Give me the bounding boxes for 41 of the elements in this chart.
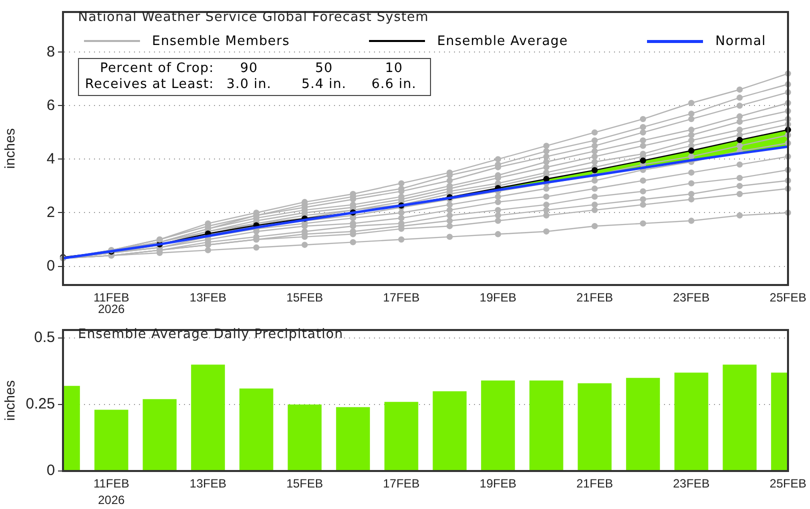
y-axis-title: inches — [1, 128, 18, 169]
x-tick-label: 17FEB — [382, 290, 420, 305]
x-tick-label: 21FEB — [576, 476, 614, 491]
annotation: Receives at Least: — [85, 77, 214, 93]
legend-label: Ensemble Members — [152, 34, 290, 48]
x-tick-label: 15FEB — [286, 290, 324, 305]
x-tick-label: 19FEB — [480, 476, 516, 491]
chart-title: National Weather Service Global Forecast System — [78, 10, 429, 25]
x-tick-label: 23FEB — [672, 290, 710, 305]
annotation: Percent of Crop: — [98, 61, 214, 77]
text: 2026 — [96, 493, 126, 507]
y-tick-label: 4 — [46, 150, 55, 168]
x-tick-label: 13FEB — [190, 290, 226, 305]
x-tick-label: 15FEB — [286, 476, 324, 491]
annotation: 50 — [314, 61, 334, 77]
y-tick-label: 8 — [46, 43, 55, 60]
x-tick-label: 19FEB — [480, 290, 516, 305]
y-tick-label: 6 — [46, 96, 55, 114]
x-tick-label: 17FEB — [382, 476, 420, 491]
x-tick-label: 21FEB — [576, 290, 614, 305]
text: 2026 — [96, 302, 126, 316]
x-tick-label: 11FEB — [93, 476, 130, 491]
annotation: 6.6 in. — [370, 77, 418, 93]
y-tick-label: 2 — [46, 204, 55, 221]
annotation: 90 — [239, 61, 259, 77]
annotation: 10 — [384, 61, 404, 77]
x-tick-label: 25FEB — [770, 476, 806, 491]
chart-title: Ensemble Average Daily Precipitation — [78, 327, 344, 342]
legend-label: Normal — [715, 34, 766, 48]
legend-label: Ensemble Average — [437, 34, 568, 48]
y-axis-title: inches — [1, 380, 18, 421]
x-tick-label: 13FEB — [190, 476, 226, 491]
x-tick-label: 11FEB — [93, 290, 130, 305]
x-tick-label: 25FEB — [770, 290, 806, 305]
y-tick-label: 0.25 — [26, 396, 55, 413]
x-tick-label: 23FEB — [672, 476, 710, 491]
y-tick-label: 0.5 — [34, 329, 55, 346]
y-tick-label: 0 — [46, 257, 55, 274]
annotation: 3.0 in. — [226, 77, 273, 93]
y-tick-label: 0 — [46, 462, 55, 480]
annotation: 5.4 in. — [300, 77, 348, 93]
